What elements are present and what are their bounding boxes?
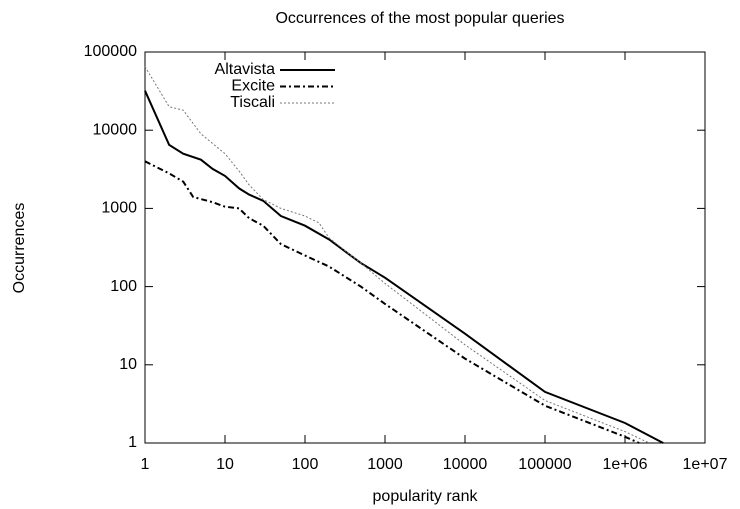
x-tick-label: 100: [292, 456, 319, 473]
x-tick-label: 1e+06: [603, 456, 648, 473]
chart-title: Occurrences of the most popular queries: [275, 10, 564, 27]
series-line: [144, 90, 664, 444]
legend-label: Excite: [231, 78, 275, 95]
x-axis-label: popularity rank: [373, 488, 479, 505]
x-tick-label: 1: [141, 456, 150, 473]
y-tick-label: 10000: [93, 121, 138, 138]
y-axis-label: Occurrences: [11, 203, 28, 294]
legend-label: Tiscali: [230, 94, 275, 111]
legend-label: Altavista: [215, 61, 276, 78]
x-tick-label: 10000: [443, 456, 488, 473]
x-tick-label: 1e+07: [683, 456, 728, 473]
y-tick-label: 100: [110, 278, 137, 295]
y-tick-label: 100000: [84, 43, 137, 60]
y-tick-label: 1: [128, 434, 137, 451]
plot-frame: [144, 51, 706, 444]
series-line: [144, 160, 640, 444]
y-tick-label: 1000: [101, 200, 137, 217]
y-tick-label: 10: [119, 356, 137, 373]
x-tick-label: 100000: [518, 456, 571, 473]
series-line: [144, 66, 650, 444]
x-tick-label: 10: [216, 456, 234, 473]
x-tick-label: 1000: [367, 456, 403, 473]
